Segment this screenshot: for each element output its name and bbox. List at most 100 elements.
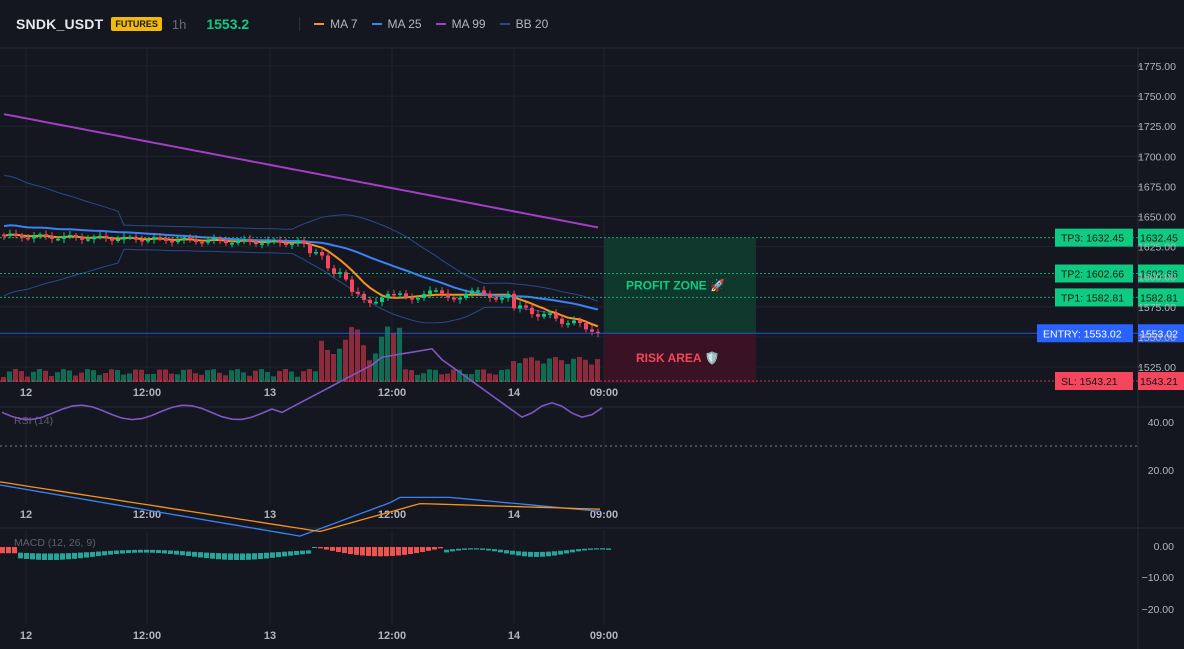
candle-body[interactable] [182,237,186,240]
candle-body[interactable] [434,290,438,292]
candle-body[interactable] [350,279,354,292]
level-axis-tag-3[interactable] [1138,324,1184,343]
candle-body[interactable] [236,240,240,244]
candle-body[interactable] [518,305,522,309]
candle-body[interactable] [440,290,444,294]
candle-body[interactable] [590,329,594,332]
legend-ma99[interactable]: MA 99 [435,17,486,31]
candle-body[interactable] [380,297,384,302]
candle-body[interactable] [554,313,558,319]
candle-body[interactable] [224,240,228,244]
candle-body[interactable] [404,293,408,298]
level-tag-4[interactable] [1055,372,1133,390]
candle-body[interactable] [320,252,324,256]
timeframe-label[interactable]: 1h [171,16,187,32]
candle-body[interactable] [74,234,78,238]
candlesticks[interactable] [2,229,600,338]
candle-body[interactable] [242,239,246,241]
level-tag-3[interactable] [1037,324,1133,343]
candle-body[interactable] [272,240,276,242]
candle-body[interactable] [278,240,282,243]
candle-body[interactable] [122,236,126,240]
candle-body[interactable] [206,240,210,243]
candle-body[interactable] [524,305,528,308]
candle-body[interactable] [362,293,366,300]
candle-body[interactable] [140,239,144,242]
legend-ma25[interactable]: MA 25 [371,17,422,31]
candle-body[interactable] [596,331,600,334]
candle-body[interactable] [260,243,264,245]
price-axis[interactable]: 1775.00 1750.00 1725.00 1700.00 1675.00 1650.… [1138,61,1176,374]
candle-body[interactable] [212,238,216,241]
candle-body[interactable] [38,234,42,236]
candle-body[interactable] [98,235,102,238]
candle-body[interactable] [410,297,414,300]
candle-body[interactable] [44,234,48,237]
candle-body[interactable] [2,234,6,237]
candle-body[interactable] [230,243,234,245]
candle-body[interactable] [80,237,84,240]
candle-body[interactable] [176,239,180,243]
candle-body[interactable] [374,301,378,304]
candle-body[interactable] [542,314,546,317]
candle-body[interactable] [266,240,270,244]
candle-body[interactable] [116,239,120,242]
candle-body[interactable] [416,297,420,300]
legend-ma7[interactable]: MA 7 [314,17,358,31]
candle-body[interactable] [302,241,306,244]
candle-body[interactable] [332,268,336,274]
candle-body[interactable] [26,237,30,240]
candle-body[interactable] [446,293,450,298]
candle-body[interactable] [512,293,516,309]
candle-body[interactable] [488,293,492,298]
candle-body[interactable] [584,323,588,330]
candle-body[interactable] [344,272,348,280]
candle-body[interactable] [500,297,504,300]
level-tag-1[interactable] [1055,264,1133,283]
candle-body[interactable] [392,293,396,296]
candle-body[interactable] [458,297,462,300]
candle-body[interactable] [170,240,174,243]
candle-body[interactable] [494,297,498,300]
candle-body[interactable] [356,291,360,294]
candle-body[interactable] [422,293,426,298]
candle-body[interactable] [566,323,570,325]
candle-body[interactable] [200,242,204,244]
candle-body[interactable] [110,238,114,241]
candle-body[interactable] [188,237,192,240]
candle-body[interactable] [536,314,540,317]
candle-body[interactable] [476,290,480,292]
level-axis-tag-4[interactable] [1138,372,1184,390]
candle-body[interactable] [482,290,486,294]
candle-body[interactable] [8,233,12,236]
candle-body[interactable] [152,237,156,240]
level-tag-2[interactable] [1055,288,1133,307]
candle-body[interactable] [428,290,432,294]
candle-body[interactable] [530,307,534,315]
candle-body[interactable] [134,236,138,240]
candle-body[interactable] [284,242,288,245]
candle-body[interactable] [254,241,258,245]
candle-body[interactable] [506,293,510,298]
candle-body[interactable] [470,290,474,294]
candle-body[interactable] [326,255,330,269]
candle-body[interactable] [20,234,24,238]
level-axis-tag-2[interactable] [1138,288,1184,307]
candle-body[interactable] [398,293,402,295]
candle-body[interactable] [314,252,318,254]
candle-body[interactable] [386,293,390,298]
candle-body[interactable] [464,293,468,298]
candle-body[interactable] [548,313,552,315]
candle-body[interactable] [452,297,456,300]
candle-body[interactable] [146,239,150,242]
price-levels[interactable]: TP3: 1632.45 1632.45 TP2: 1602.66 1602.66 TP… [0,228,1184,390]
symbol-name[interactable]: SNDK_USDT [16,16,104,32]
candle-body[interactable] [560,318,564,324]
candle-body[interactable] [164,237,168,241]
candle-body[interactable] [194,239,198,243]
level-axis-tag-1[interactable] [1138,264,1184,283]
level-tag-0[interactable] [1055,228,1133,247]
candle-body[interactable] [68,234,72,237]
candle-body[interactable] [308,243,312,254]
